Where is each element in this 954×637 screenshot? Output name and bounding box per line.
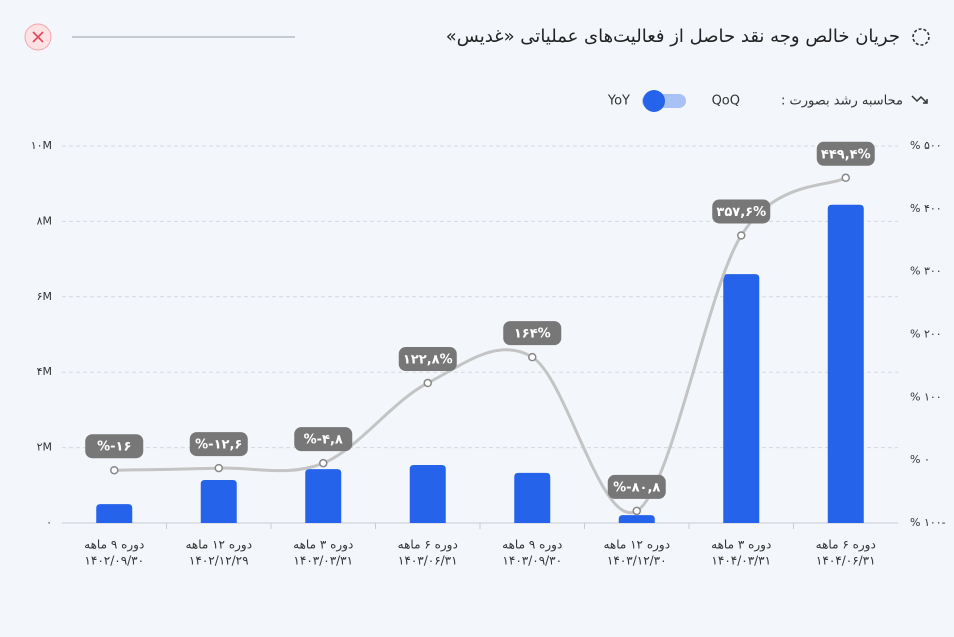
x-tick-label: دوره ۳ ماهه — [711, 538, 771, 553]
y2-tick-label: % ۰ — [910, 453, 930, 466]
value-label-box — [816, 141, 875, 166]
x-tick-label: دوره ۶ ماهه — [398, 538, 458, 553]
growth-point — [319, 458, 328, 468]
value-label: %-۱۶ — [97, 440, 131, 455]
x-tick-label: دوره ۱۲ ماهه — [185, 538, 252, 553]
growth-point — [110, 465, 119, 475]
bar — [200, 480, 237, 523]
growth-point — [841, 173, 850, 183]
growth-point — [632, 506, 641, 516]
x-tick-label: دوره ۱۲ ماهه — [603, 538, 670, 553]
value-label-box — [294, 427, 353, 452]
value-label: ۳۵۷,۶% — [716, 205, 766, 220]
value-label-box — [503, 321, 562, 346]
y-tick-label: ۱۰M — [31, 139, 52, 152]
y-tick-label: ۴M — [37, 365, 52, 378]
x-tick-label: ۱۴۰۴/۰۳/۳۱ — [711, 554, 771, 568]
toggle-option[interactable]: QoQ — [712, 94, 740, 109]
y-tick-label: ۸M — [37, 214, 52, 227]
x-tick-label: دوره ۹ ماهه — [84, 538, 144, 553]
value-label-box — [85, 434, 144, 459]
bar — [827, 204, 864, 523]
x-tick-label: ۱۴۰۳/۰۶/۳۱ — [398, 554, 458, 568]
y2-tick-label: % ۱۰۰- — [910, 516, 946, 529]
y-tick-label: ۶M — [37, 290, 52, 303]
bar — [618, 515, 655, 523]
x-tick-label: دوره ۹ ماهه — [502, 538, 562, 553]
value-label: ۴۴۹,۴% — [821, 147, 871, 162]
toggle-option[interactable]: YoY — [607, 94, 630, 109]
x-tick-label: دوره ۳ ماهه — [293, 538, 353, 553]
x-tick-label: ۱۴۰۴/۰۶/۳۱ — [816, 554, 876, 568]
y2-tick-label: % ۳۰۰ — [910, 265, 942, 278]
value-label: ۱۲۲,۸% — [403, 353, 453, 368]
growth-point — [528, 352, 537, 362]
growth-point — [423, 378, 432, 388]
x-tick-label: ۱۴۰۲/۱۲/۲۹ — [189, 554, 249, 568]
value-label-box — [712, 199, 771, 224]
close-icon — [32, 31, 44, 43]
y2-tick-label: % ۲۰۰ — [910, 328, 942, 341]
chart-title: جریان خالص وجه نقد حاصل از فعالیت‌های عم… — [446, 26, 900, 47]
value-label: ۱۶۴% — [514, 327, 551, 342]
y2-tick-label: % ۴۰۰ — [910, 202, 942, 215]
x-tick-label: دوره ۶ ماهه — [816, 538, 876, 553]
growth-icon — [911, 95, 928, 104]
value-label: %-۴,۸ — [304, 433, 343, 448]
y-tick-label: ۲M — [37, 441, 52, 454]
toggle-label: محاسبه رشد بصورت : — [781, 94, 903, 109]
value-label: %-۱۲,۶ — [195, 438, 242, 453]
bar — [96, 504, 133, 523]
x-tick-label: ۱۴۰۳/۰۹/۳۰ — [502, 554, 562, 568]
bar — [305, 469, 342, 523]
value-label: %-۸۰,۸ — [613, 480, 660, 495]
y2-tick-label: % ۵۰۰ — [910, 139, 942, 152]
x-tick-label: ۱۴۰۳/۱۲/۳۰ — [607, 554, 667, 568]
bar — [723, 274, 760, 523]
x-tick-label: ۱۴۰۲/۰۹/۳۰ — [84, 554, 144, 568]
title-icon — [912, 28, 930, 46]
value-label-box — [607, 474, 666, 499]
toggle-knob[interactable] — [643, 90, 665, 112]
y2-tick-label: % ۱۰۰ — [910, 390, 942, 403]
growth-point — [214, 463, 223, 473]
value-label-box — [398, 347, 457, 372]
y-tick-label: ۰ — [46, 516, 52, 529]
bar — [409, 464, 446, 523]
growth-point — [737, 231, 746, 240]
value-label-box — [189, 432, 248, 457]
bar — [514, 472, 551, 523]
x-tick-label: ۱۴۰۳/۰۳/۳۱ — [293, 554, 353, 568]
